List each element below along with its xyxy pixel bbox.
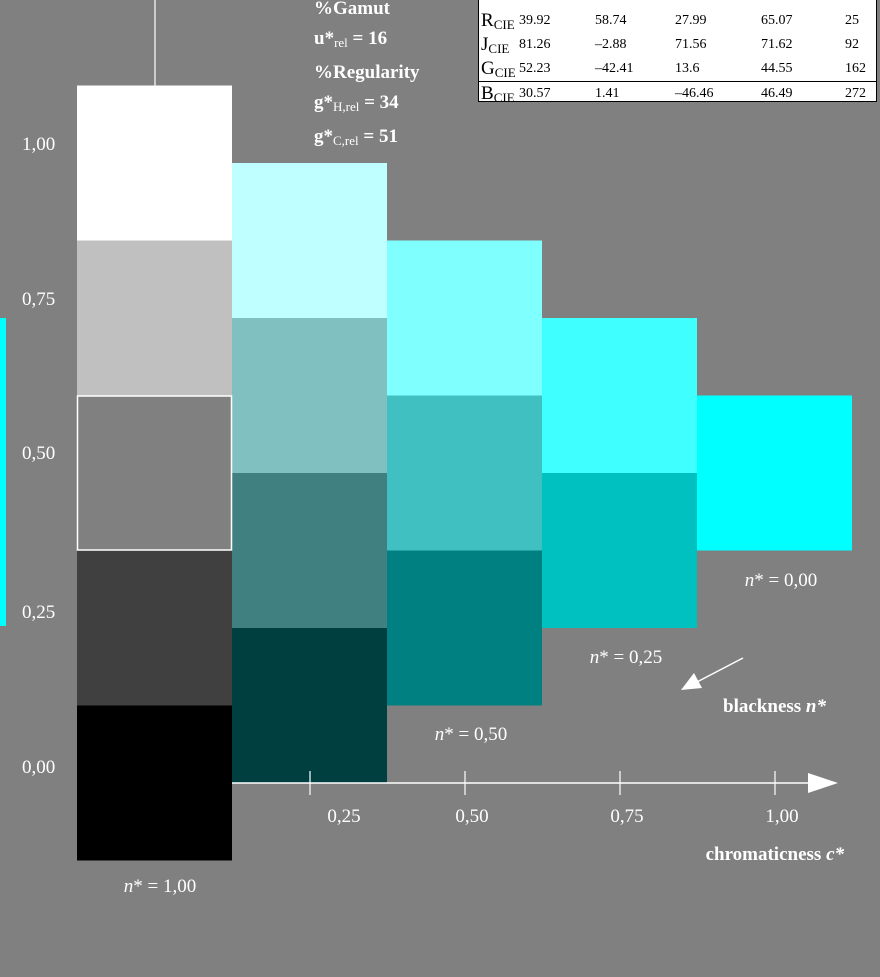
x-tick-label: 0,25 (327, 806, 360, 827)
x-tick-label: 1,00 (765, 806, 798, 827)
cie-row-name: RCIE (481, 10, 515, 32)
color-cell (77, 550, 232, 706)
color-cell (387, 240, 542, 396)
cie-table-cell: 162 (845, 61, 866, 76)
cie-table-cell: 272 (845, 86, 866, 101)
cie-row-name: BCIE (481, 83, 515, 102)
cie-table-cell: –46.46 (675, 86, 714, 101)
axes (232, 657, 838, 795)
color-cell (232, 628, 387, 783)
cie-table-row: RCIE 39.92 58.74 27.99 65.07 25 (479, 9, 876, 33)
color-cell (697, 395, 852, 551)
color-cell (232, 473, 387, 628)
labels: 0,25 0,50 0,75 1,00 0,00 0,25 0,50 0,75 1,00 chro… (22, 134, 844, 897)
cie-table-row: GCIE 52.23 –42.41 13.6 44.55 162 (479, 57, 876, 81)
color-cells (76, 0, 852, 861)
cie-table-cell: 39.92 (519, 13, 551, 28)
hue-swatch (0, 318, 6, 626)
highlight-cell-outline (76, 395, 233, 551)
cie-table-cell: 1.41 (595, 86, 620, 101)
cie-row-name: JCIE (481, 34, 510, 56)
cie-table-cell: 65.07 (761, 13, 793, 28)
x-axis-title: chromaticness c* (706, 844, 845, 865)
color-cell (232, 318, 387, 473)
y-tick-label: 0,00 (22, 757, 55, 778)
cie-table-cell: 44.55 (761, 61, 793, 76)
cie-table-cell: –42.41 (595, 61, 634, 76)
cie-table-cell: 58.74 (595, 13, 627, 28)
color-cell (387, 550, 542, 706)
color-cell (77, 705, 232, 861)
cie-table-cell: 30.57 (519, 86, 551, 101)
cie-table-cell: 27.99 (675, 13, 707, 28)
blackness-level-label: n* = 0,50 (435, 724, 507, 745)
summary-row: g*H,rel = 34 (314, 92, 399, 114)
cie-table-cell: 46.49 (761, 86, 793, 101)
cie-table-row: BCIE 30.57 1.41 –46.46 46.49 272 (479, 81, 876, 102)
color-cell (77, 240, 232, 396)
x-axis-arrowhead (808, 773, 838, 793)
cie-table-cell: 92 (845, 37, 859, 52)
color-cell (387, 395, 542, 551)
gamut-summary: %Gamut u*rel = 16 %Regularity g*H,rel = 34 g… (314, 0, 484, 156)
summary-row: g*C,rel = 51 (314, 126, 398, 148)
cie-table-cell: –2.88 (595, 37, 627, 52)
y-tick-label: 1,00 (22, 134, 55, 155)
cie-table: RCIE 39.92 58.74 27.99 65.07 25 JCIE 81.26 –2.88… (478, 0, 877, 102)
blackness-level-label: n* = 0,00 (745, 570, 817, 591)
summary-row: %Gamut (314, 0, 390, 19)
cie-table-cell: 81.26 (519, 37, 551, 52)
cie-table-cell: 25 (845, 13, 859, 28)
cie-table-cell: 71.62 (761, 37, 793, 52)
color-cell (77, 85, 232, 241)
blackness-level-label: n* = 1,00 (124, 876, 196, 897)
color-cell (77, 395, 232, 551)
cie-table-cell: 52.23 (519, 61, 551, 76)
color-cell (232, 163, 387, 318)
cie-row-name: GCIE (481, 58, 516, 80)
y-tick-label: 0,75 (22, 289, 55, 310)
cie-table-cell: 71.56 (675, 37, 707, 52)
y-tick-label: 0,25 (22, 602, 55, 623)
summary-row: %Regularity (314, 62, 420, 83)
cie-table-row: JCIE 81.26 –2.88 71.56 71.62 92 (479, 33, 876, 57)
blackness-arrow-line (694, 657, 744, 684)
blackness-arrow-head (681, 673, 702, 690)
color-cell (542, 473, 697, 628)
blackness-title: blackness n* (723, 696, 826, 717)
color-cell (542, 318, 697, 473)
blackness-level-label: n* = 0,25 (590, 647, 662, 668)
cie-table-cell: 13.6 (675, 61, 700, 76)
summary-row: u*rel = 16 (314, 28, 388, 50)
x-tick-label: 0,50 (455, 806, 488, 827)
y-tick-label: 0,50 (22, 443, 55, 464)
x-tick-label: 0,75 (610, 806, 643, 827)
